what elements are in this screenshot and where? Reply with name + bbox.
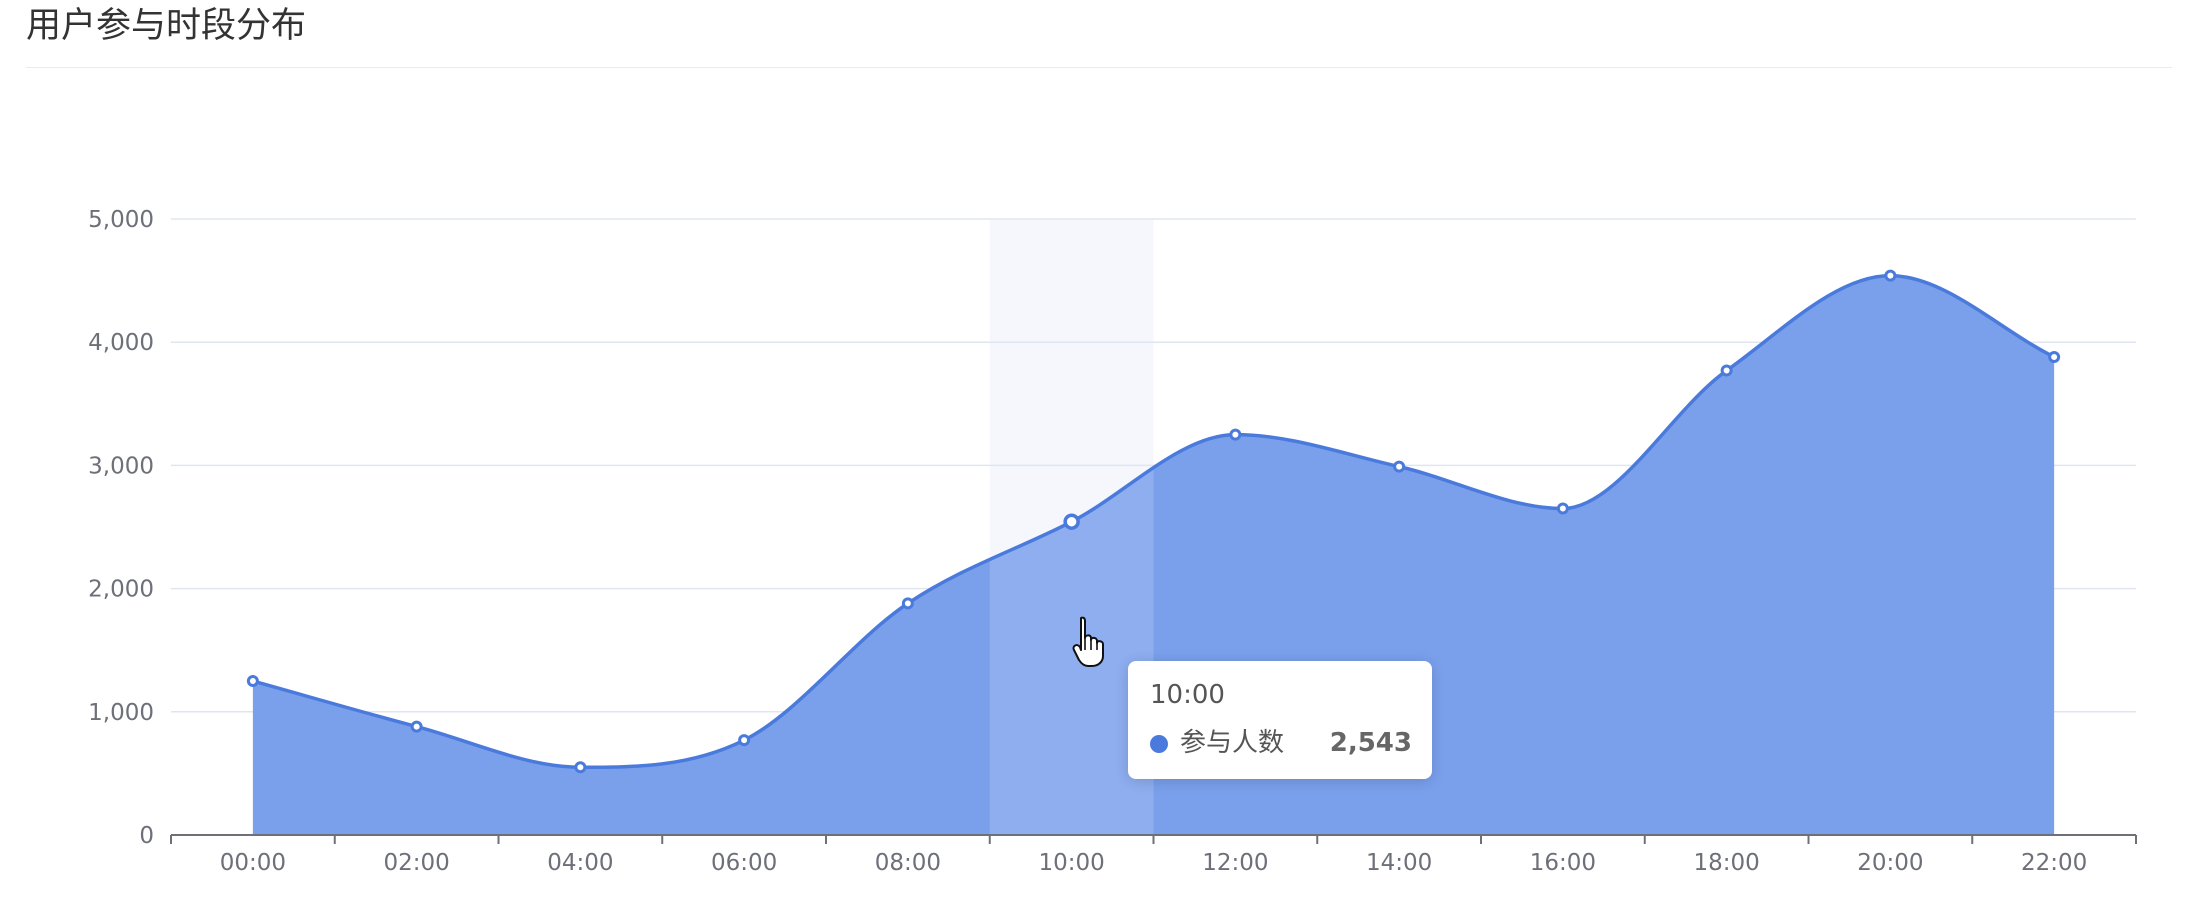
series-area-highlight <box>989 467 1154 835</box>
chart-title: 用户参与时段分布 <box>26 6 307 46</box>
data-point[interactable] <box>246 675 259 687</box>
hand-pointer-icon <box>1072 616 1104 667</box>
data-point[interactable] <box>901 597 914 610</box>
series-line-path <box>252 273 2055 769</box>
x-tick-label: 08:00 <box>875 850 941 876</box>
data-point[interactable] <box>1556 502 1569 515</box>
x-tick-label: 12:00 <box>1202 850 1268 876</box>
x-tick-label: 06:00 <box>711 850 777 876</box>
x-tick-label: 10:00 <box>1038 850 1104 876</box>
x-tick-label: 00:00 <box>220 850 286 876</box>
x-tick-label: 20:00 <box>1857 850 1923 876</box>
x-tick-label: 18:00 <box>1693 850 1759 876</box>
y-tick-label: 3,000 <box>88 453 154 479</box>
y-tick-label: 2,000 <box>88 577 154 603</box>
x-tick-label: 22:00 <box>2021 850 2087 876</box>
data-point[interactable] <box>1229 428 1242 441</box>
y-tick-label: 1,000 <box>88 700 154 726</box>
series-line <box>252 273 2055 769</box>
data-point[interactable] <box>1063 513 1080 530</box>
circle-marker-icon <box>1150 735 1168 753</box>
y-tick-label: 5,000 <box>88 207 154 233</box>
x-tick-label: 04:00 <box>547 850 613 876</box>
tooltip-x-label: 10:00 <box>1150 680 1225 710</box>
tooltip-series-name: 参与人数 <box>1180 728 1285 758</box>
data-point[interactable] <box>574 761 587 774</box>
x-tick-label: 14:00 <box>1366 850 1432 876</box>
data-point[interactable] <box>1393 460 1406 473</box>
chart-tooltip: 10:00 参与人数 2,543 <box>1128 661 1432 779</box>
data-point[interactable] <box>1720 364 1733 377</box>
data-points[interactable] <box>246 269 2061 774</box>
data-point[interactable] <box>2048 350 2061 363</box>
x-axis: 00:00 02:00 04:00 06:00 08:00 10:00 12:00 14:00… <box>170 834 2137 876</box>
x-tick-label: 16:00 <box>1530 850 1596 876</box>
y-tick-label: 0 <box>139 823 154 849</box>
data-point[interactable] <box>738 734 751 747</box>
tooltip-value: 2,543 <box>1329 728 1412 758</box>
tooltip-series-row: 参与人数 2,543 <box>1150 727 1412 759</box>
x-tick-label: 02:00 <box>383 850 449 876</box>
series-area <box>252 275 2055 835</box>
data-point[interactable] <box>1884 269 1897 282</box>
y-tick-label: 4,000 <box>88 330 154 356</box>
y-axis: 0 1,000 2,000 3,000 4,000 5,000 <box>88 207 154 849</box>
chart-header: 用户参与时段分布 <box>26 0 2172 68</box>
data-point[interactable] <box>410 720 423 733</box>
